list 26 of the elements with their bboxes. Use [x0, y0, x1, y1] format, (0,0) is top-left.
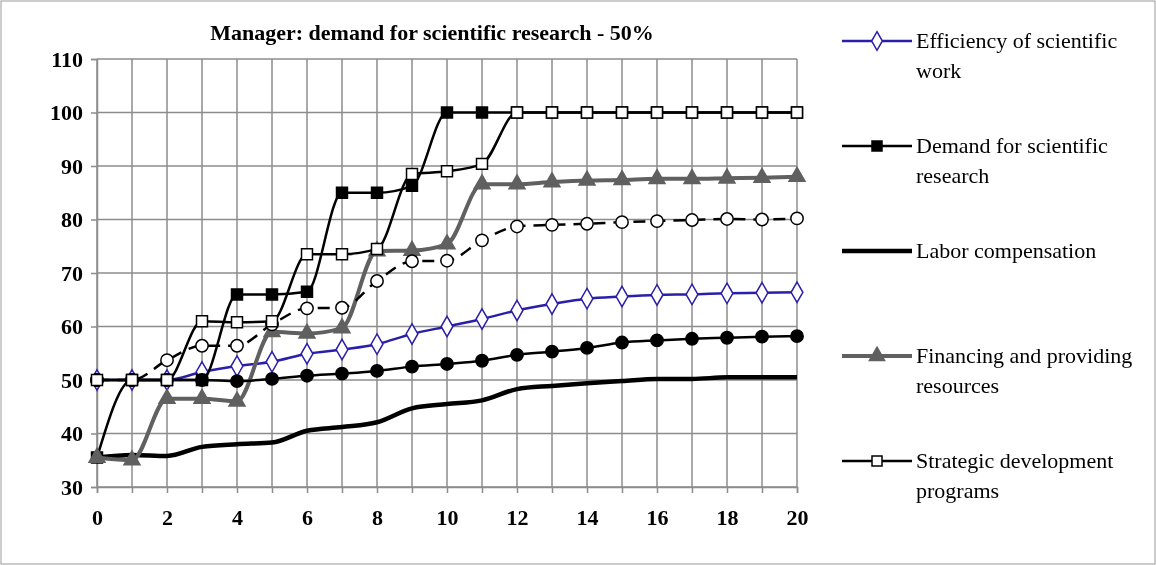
y-tick-label: 90	[61, 153, 83, 179]
x-tick-label: 18	[716, 504, 739, 530]
x-tick-label: 6	[302, 504, 313, 530]
legend-label: Strategic development programs	[916, 448, 1114, 503]
legend-label: Labor compensation	[916, 238, 1097, 263]
y-tick-label: 80	[61, 207, 83, 233]
x-tick-label: 4	[232, 504, 243, 530]
legend-label: Efficiency of scientific work	[916, 28, 1118, 83]
y-tick-label: 100	[50, 100, 83, 126]
y-tick-label: 30	[61, 474, 83, 500]
x-tick-label: 2	[162, 504, 173, 530]
legend-label: Demand for scientific research	[916, 133, 1109, 188]
x-tick-label: 12	[506, 504, 529, 530]
y-tick-label: 50	[61, 367, 83, 393]
y-tick-label: 70	[61, 260, 83, 286]
chart-title: Manager: demand for scientific research - 50%	[210, 20, 654, 45]
x-tick-label: 8	[372, 504, 383, 530]
x-tick-label: 0	[92, 504, 103, 530]
legend-label: Financing and providing resources	[916, 343, 1133, 398]
y-tick-label: 110	[51, 46, 83, 72]
x-tick-label: 20	[786, 504, 809, 530]
x-tick-label: 16	[646, 504, 669, 530]
x-tick-label: 10	[436, 504, 459, 530]
x-tick-label: 14	[576, 504, 599, 530]
y-tick-label: 40	[61, 421, 83, 447]
y-tick-label: 60	[61, 314, 83, 340]
